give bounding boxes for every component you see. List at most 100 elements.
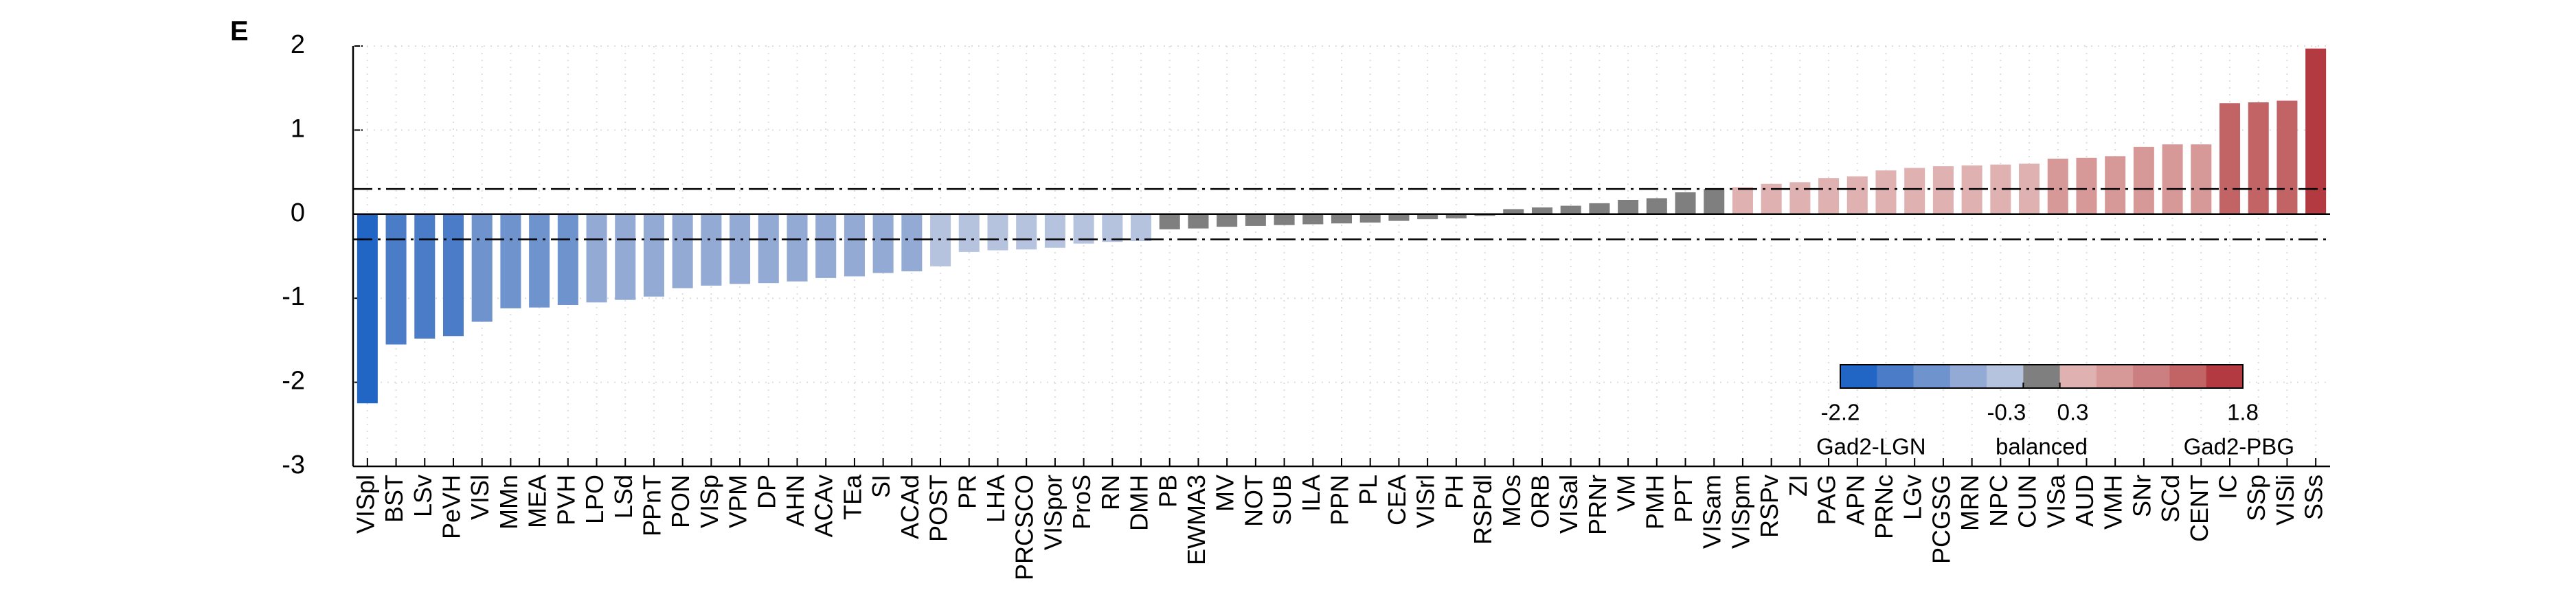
bar <box>1217 214 1238 227</box>
x-tick-label: SI <box>867 475 895 498</box>
x-tick-label: AUD <box>2070 475 2099 527</box>
bar <box>1503 209 1524 214</box>
x-tick-label: NOT <box>1239 475 1267 527</box>
bar <box>643 214 664 297</box>
x-tick-label: PB <box>1153 475 1182 508</box>
x-tick-label: AHN <box>781 475 809 527</box>
bar <box>1159 214 1180 229</box>
x-tick-label: VISa <box>2042 474 2070 528</box>
x-tick-label: LPO <box>580 475 609 524</box>
bar <box>1102 214 1123 242</box>
x-tick-label: LSd <box>609 475 637 519</box>
colorbar-tick-label: 1.8 <box>2227 400 2259 425</box>
x-tick-label: VISrl <box>1412 475 1440 528</box>
x-tick-label: SUB <box>1268 475 1296 525</box>
bar <box>1302 214 1324 225</box>
bar <box>1904 168 1925 214</box>
x-tick-label: BST <box>380 475 408 523</box>
colorbar-segment <box>2059 365 2097 388</box>
bar <box>2305 48 2327 214</box>
bar <box>1789 182 1811 214</box>
x-tick-label: MEA <box>523 475 552 528</box>
bar <box>2219 103 2241 214</box>
bar <box>1245 214 1266 226</box>
colorbar-name: Gad2-LGN <box>1816 434 1926 460</box>
x-tick-label: PPnT <box>637 475 666 536</box>
x-tick-label: ORB <box>1526 475 1554 528</box>
bar <box>471 214 493 322</box>
x-tick-label: PMH <box>1640 475 1669 530</box>
x-tick-label: SSs <box>2300 475 2328 520</box>
bar <box>1131 214 1152 241</box>
bar <box>872 214 894 273</box>
bar <box>2105 156 2126 214</box>
colorbar-name: balanced <box>1996 434 2088 460</box>
x-tick-label: VMH <box>2099 475 2127 530</box>
bar <box>2276 100 2298 214</box>
bar <box>557 214 578 305</box>
x-tick-label: TEa <box>838 474 866 520</box>
bar <box>1560 205 1581 214</box>
bar <box>958 214 980 252</box>
bar <box>1618 199 1639 214</box>
colorbar-name: Gad2-PBG <box>2184 434 2294 460</box>
x-tick-label: LGv <box>1899 475 1927 520</box>
x-tick-label: PR <box>953 475 981 509</box>
x-tick-label: CENT <box>2185 475 2213 542</box>
y-tick-label: 1 <box>291 114 305 143</box>
bar <box>1331 214 1353 224</box>
x-tick-label: PAG <box>1813 475 1841 525</box>
bar <box>1417 214 1438 220</box>
x-tick-label: APN <box>1841 475 1869 525</box>
x-tick-label: VM <box>1612 475 1640 512</box>
x-tick-label: PL <box>1354 475 1382 505</box>
colorbar-segment <box>2133 365 2170 388</box>
x-tick-label: PH <box>1440 475 1468 509</box>
bar <box>2191 144 2212 214</box>
bar <box>1359 214 1381 223</box>
bar <box>672 214 693 288</box>
colorbar-segment <box>1840 365 1877 388</box>
colorbar-segment <box>1987 365 2024 388</box>
colorbar-segment <box>1913 365 1951 388</box>
bar <box>701 214 722 286</box>
bar <box>500 214 521 308</box>
colorbar-segment <box>2169 365 2207 388</box>
bar <box>1388 214 1410 221</box>
x-tick-label: RN <box>1096 475 1125 510</box>
x-tick-label: NPC <box>1985 475 2013 527</box>
bar <box>758 214 779 284</box>
x-tick-label: RSPdl <box>1469 475 1497 545</box>
x-tick-label: CEA <box>1383 475 1411 525</box>
colorbar-tick-label: 0.3 <box>2057 400 2089 425</box>
bar <box>385 214 407 345</box>
bar <box>1016 214 1037 250</box>
x-tick-label: SNr <box>2127 475 2156 517</box>
x-tick-label: PON <box>666 475 694 528</box>
x-tick-label: PRNc <box>1870 475 1898 539</box>
bar <box>987 214 1008 251</box>
bar <box>1818 178 1840 214</box>
bar <box>2248 102 2269 214</box>
bar <box>1589 203 1610 214</box>
bar <box>1932 166 1954 214</box>
x-tick-label: VISpor <box>1039 475 1067 550</box>
y-tick-label: -3 <box>282 451 305 479</box>
x-tick-label: SCd <box>2156 475 2184 523</box>
colorbar-segment <box>1950 365 1987 388</box>
x-tick-label: ACAd <box>896 475 924 539</box>
bar <box>2076 157 2097 214</box>
bar <box>2047 159 2068 214</box>
colorbar-tick-label: -0.3 <box>1987 400 2026 425</box>
bar <box>2133 146 2154 214</box>
bar <box>1445 214 1467 218</box>
x-tick-label: MOs <box>1498 475 1526 527</box>
bar <box>787 214 808 282</box>
bar <box>442 214 464 337</box>
x-tick-label: PRNr <box>1583 475 1612 535</box>
x-tick-label: VISam <box>1698 475 1726 549</box>
x-tick-label: RSPv <box>1755 475 1783 538</box>
x-tick-label: VISl <box>466 475 494 520</box>
colorbar-segment <box>2096 365 2134 388</box>
